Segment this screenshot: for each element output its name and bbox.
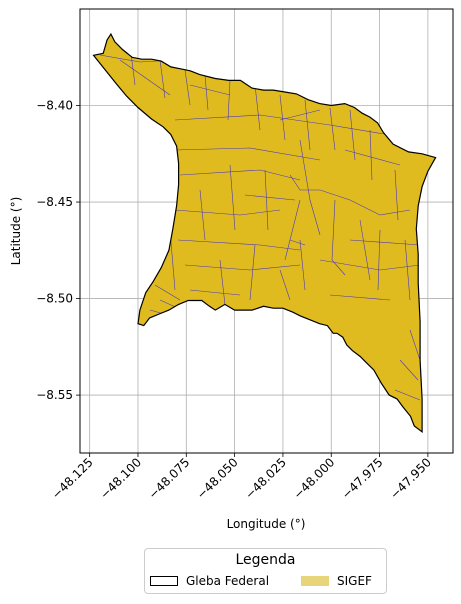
legend-label-sigef: SIGEF	[337, 574, 372, 588]
parcel-boundary-line	[184, 69, 191, 106]
parcel-boundary-line	[331, 199, 346, 276]
parcel-boundary-line	[344, 149, 401, 166]
parcel-boundary-line	[284, 199, 301, 261]
y-tick-label: −8.50	[36, 292, 73, 306]
x-tick-label: −48.025	[242, 455, 289, 502]
parcel-boundary-line	[219, 259, 226, 306]
x-tick-label: −47.975	[339, 455, 386, 502]
parcel-boundary-line	[279, 94, 286, 141]
legend-swatch-fill	[301, 576, 329, 586]
parcel-boundary-line	[394, 169, 399, 221]
legend-label-gleba-federal: Gleba Federal	[186, 574, 270, 588]
parcel-boundary-line	[249, 244, 256, 301]
parcel-boundary-line	[119, 59, 171, 96]
parcel-boundary-line	[299, 139, 321, 236]
axes-frame	[79, 8, 454, 454]
parcel-boundary-line	[174, 209, 281, 216]
parcel-boundary-line	[289, 174, 411, 216]
x-tick-label: −47.950	[387, 455, 434, 502]
y-axis-title: Latitude (°)	[9, 197, 23, 266]
x-tick-label: −48.100	[97, 455, 144, 502]
parcel-boundary-line	[349, 239, 421, 246]
parcel-boundary-line	[409, 329, 421, 361]
parcel-boundary-line	[319, 259, 421, 271]
parcel-boundary-line	[159, 59, 166, 99]
parcel-boundary-line	[279, 269, 291, 301]
legend-item-gleba-federal: Gleba Federal	[150, 574, 269, 588]
x-tick-label: −48.075	[146, 455, 193, 502]
x-tick-label: −48.125	[49, 455, 96, 502]
parcel-boundary-line	[404, 239, 411, 301]
parcel-boundary-line	[289, 239, 306, 246]
gleba-region-fill	[93, 34, 436, 432]
parcel-boundary-line	[154, 284, 181, 301]
parcel-boundary-line	[264, 169, 269, 231]
x-tick-label: −48.000	[291, 455, 338, 502]
parcel-boundary-line	[349, 109, 356, 161]
parcel-boundary-line	[394, 389, 421, 401]
parcel-boundary-line	[204, 74, 209, 111]
parcel-boundary-line	[174, 147, 321, 161]
parcel-boundary-line	[304, 99, 311, 151]
x-axis-title: Longitude (°)	[227, 517, 306, 531]
parcel-boundary-line	[399, 359, 419, 381]
parcel-boundary-line	[174, 114, 421, 141]
parcel-boundary-line	[184, 264, 301, 271]
legend-swatch-outline	[150, 576, 178, 586]
parcel-boundary-line	[189, 84, 231, 96]
legend-box: Legenda Gleba Federal SIGEF	[144, 548, 387, 594]
parcel-boundary-line	[359, 219, 371, 281]
parcel-boundary-line	[377, 229, 381, 291]
y-tick-label: −8.40	[36, 99, 73, 113]
legend-title: Legenda	[235, 552, 296, 568]
parcel-boundary-line	[179, 169, 301, 181]
y-tick-label: −8.55	[36, 388, 73, 402]
x-tick-label: −48.050	[194, 455, 241, 502]
parcel-boundary-line	[227, 79, 231, 121]
legend-item-sigef: SIGEF	[301, 574, 372, 588]
parcel-boundary-line	[189, 289, 241, 296]
parcel-boundary-line	[177, 239, 301, 251]
gleba-federal-outline	[92, 32, 437, 433]
parcel-boundary-line	[369, 129, 373, 181]
parcel-boundary-line	[329, 107, 336, 151]
y-tick-label: −8.45	[36, 195, 73, 209]
parcel-boundary-line	[199, 189, 206, 241]
parcel-boundary-line	[229, 164, 236, 231]
parcel-boundary-line	[254, 84, 261, 131]
parcel-boundary-line	[299, 239, 306, 291]
parcel-boundary-line	[244, 194, 296, 201]
parcel-boundary-line	[329, 294, 391, 301]
parcel-boundary-line	[279, 109, 321, 121]
